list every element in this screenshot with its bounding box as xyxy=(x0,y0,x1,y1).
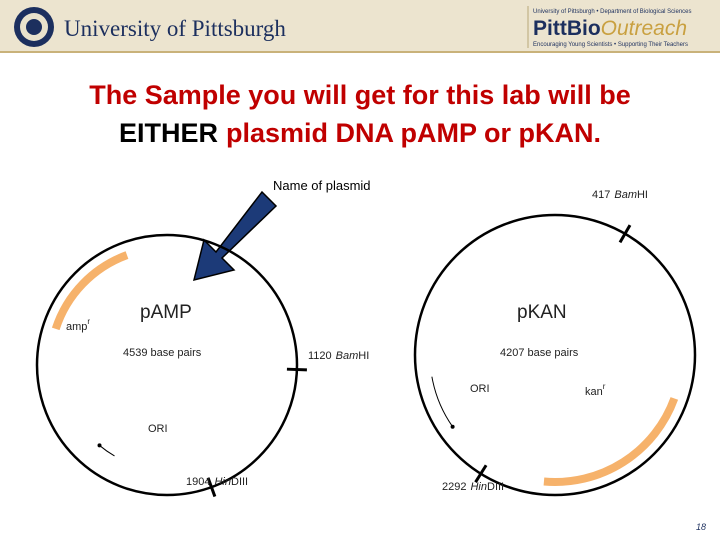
gene-label: ampr xyxy=(66,317,90,333)
site-enzyme-italic: Bam xyxy=(336,350,359,362)
page-number: 18 xyxy=(696,522,706,532)
brand-italic: Outreach xyxy=(601,17,687,40)
site-tick xyxy=(286,367,307,372)
plasmid-name: pAMP xyxy=(140,302,192,323)
ori-arrow xyxy=(431,376,454,427)
tagline: Encouraging Young Scientists • Supportin… xyxy=(533,42,688,48)
site-enzyme-rest: HI xyxy=(358,350,369,362)
gene-arc xyxy=(543,397,679,486)
site-position: 2292 xyxy=(442,481,466,493)
gene-superscript: r xyxy=(603,382,606,391)
site-position: 1904 xyxy=(186,476,210,488)
plasmid-map: pKAN 4207 base pairs kanr ORI 417 BamHI 2292 Hi… xyxy=(413,189,697,497)
title-either: EITHER xyxy=(119,118,218,148)
brand-bold: PittBio xyxy=(533,17,601,40)
site-tick xyxy=(618,224,632,244)
gene-label: kanr xyxy=(585,382,606,398)
gene-name: kan xyxy=(585,386,603,398)
header-band xyxy=(0,0,720,52)
title-line2: EITHER plasmid DNA pAMP or pKAN. xyxy=(119,118,601,148)
site-enzyme-italic: Bam xyxy=(614,189,637,201)
ori-label: ORI xyxy=(470,383,490,395)
ori-label: ORI xyxy=(148,423,168,435)
site-enzyme-rest: HI xyxy=(637,189,648,201)
callout-label: Name of plasmid xyxy=(273,178,371,193)
gene-name: amp xyxy=(66,321,87,333)
brand: PittBioOutreach xyxy=(533,17,687,40)
site-label: 1120 BamHI xyxy=(308,350,369,362)
site-label: 417 BamHI xyxy=(592,189,648,201)
seal xyxy=(14,7,54,47)
title-line1: The Sample you will get for this lab wil… xyxy=(89,80,631,110)
title-rest: plasmid DNA pAMP or pKAN. xyxy=(226,118,601,148)
plasmid-name: pKAN xyxy=(517,302,567,323)
ori-arrowhead xyxy=(450,424,455,429)
site-position: 1120 xyxy=(308,350,332,362)
gene-arc xyxy=(51,251,129,331)
site-enzyme-italic: Hin xyxy=(214,476,231,488)
plasmid-size: 4207 base pairs xyxy=(500,347,579,359)
plasmid-ring xyxy=(413,213,697,497)
site-tick xyxy=(474,464,488,484)
ori-arrowhead xyxy=(97,443,102,448)
plasmid-ring xyxy=(35,233,299,497)
plasmid-map: pAMP 4539 base pairs ampr ORI 1120 BamHI 1904 H… xyxy=(35,233,369,498)
university-name: University of Pittsburgh xyxy=(64,16,286,41)
site-enzyme-italic: Hin xyxy=(470,481,487,493)
callout-arrow xyxy=(192,190,278,282)
site-enzyme-rest: DIII xyxy=(231,476,248,488)
gene-superscript: r xyxy=(87,317,90,326)
department-line: University of Pittsburgh • Department of… xyxy=(533,9,692,15)
site-tick xyxy=(206,477,217,498)
site-enzyme-rest: DIII xyxy=(487,481,504,493)
site-label: 2292 HinDIII xyxy=(442,481,504,493)
plasmid-size: 4539 base pairs xyxy=(123,347,202,359)
site-position: 417 xyxy=(592,189,610,201)
site-label: 1904 HinDIII xyxy=(186,476,248,488)
